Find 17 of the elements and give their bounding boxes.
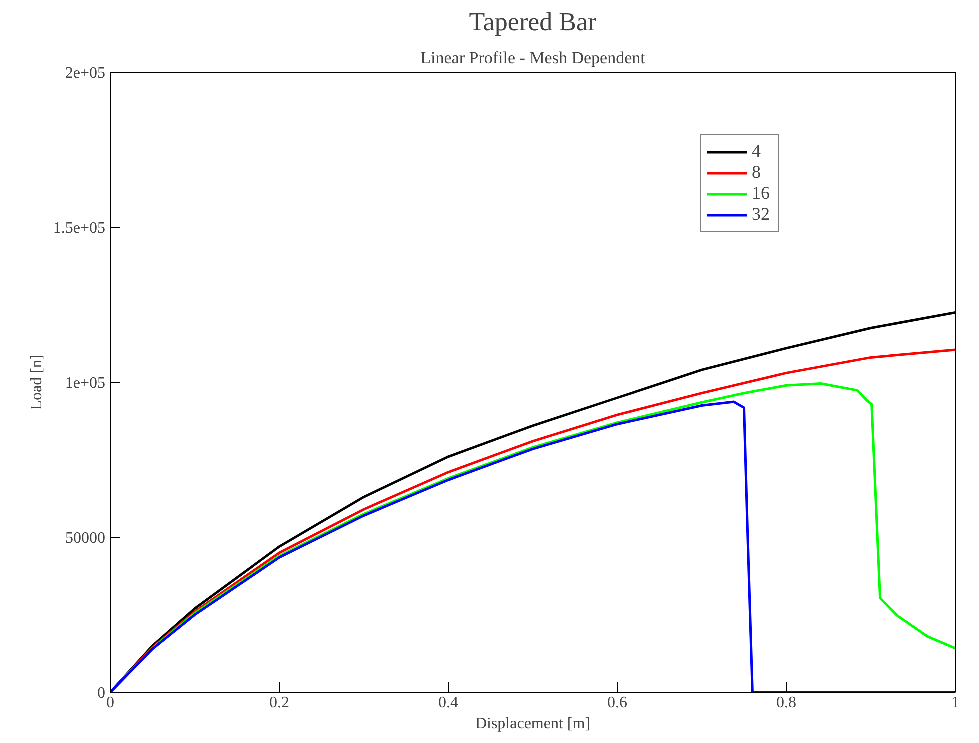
y-tick-label: 1e+05 (65, 375, 106, 392)
x-tick-label: 0.6 (608, 694, 628, 712)
legend-label: 16 (752, 183, 771, 204)
x-tick-label: 0.4 (438, 694, 458, 712)
x-tick-label: 0.2 (270, 694, 290, 712)
legend-label: 4 (752, 141, 762, 162)
chart-title: Tapered Bar (469, 8, 598, 36)
x-axis-title: Displacement [m] (475, 716, 591, 732)
chart-subtitle: Linear Profile - Mesh Dependent (420, 48, 646, 68)
x-tick-label: 1 (952, 694, 960, 712)
legend-label: 32 (752, 204, 771, 225)
y-tick-label: 50000 (66, 530, 106, 547)
legend-label: 8 (752, 162, 762, 183)
y-tick-label: 1.5e+05 (53, 220, 106, 237)
y-tick-label: 2e+05 (65, 65, 106, 82)
y-axis-title: Load [n] (28, 354, 46, 410)
x-tick-label: 0.8 (776, 694, 796, 712)
